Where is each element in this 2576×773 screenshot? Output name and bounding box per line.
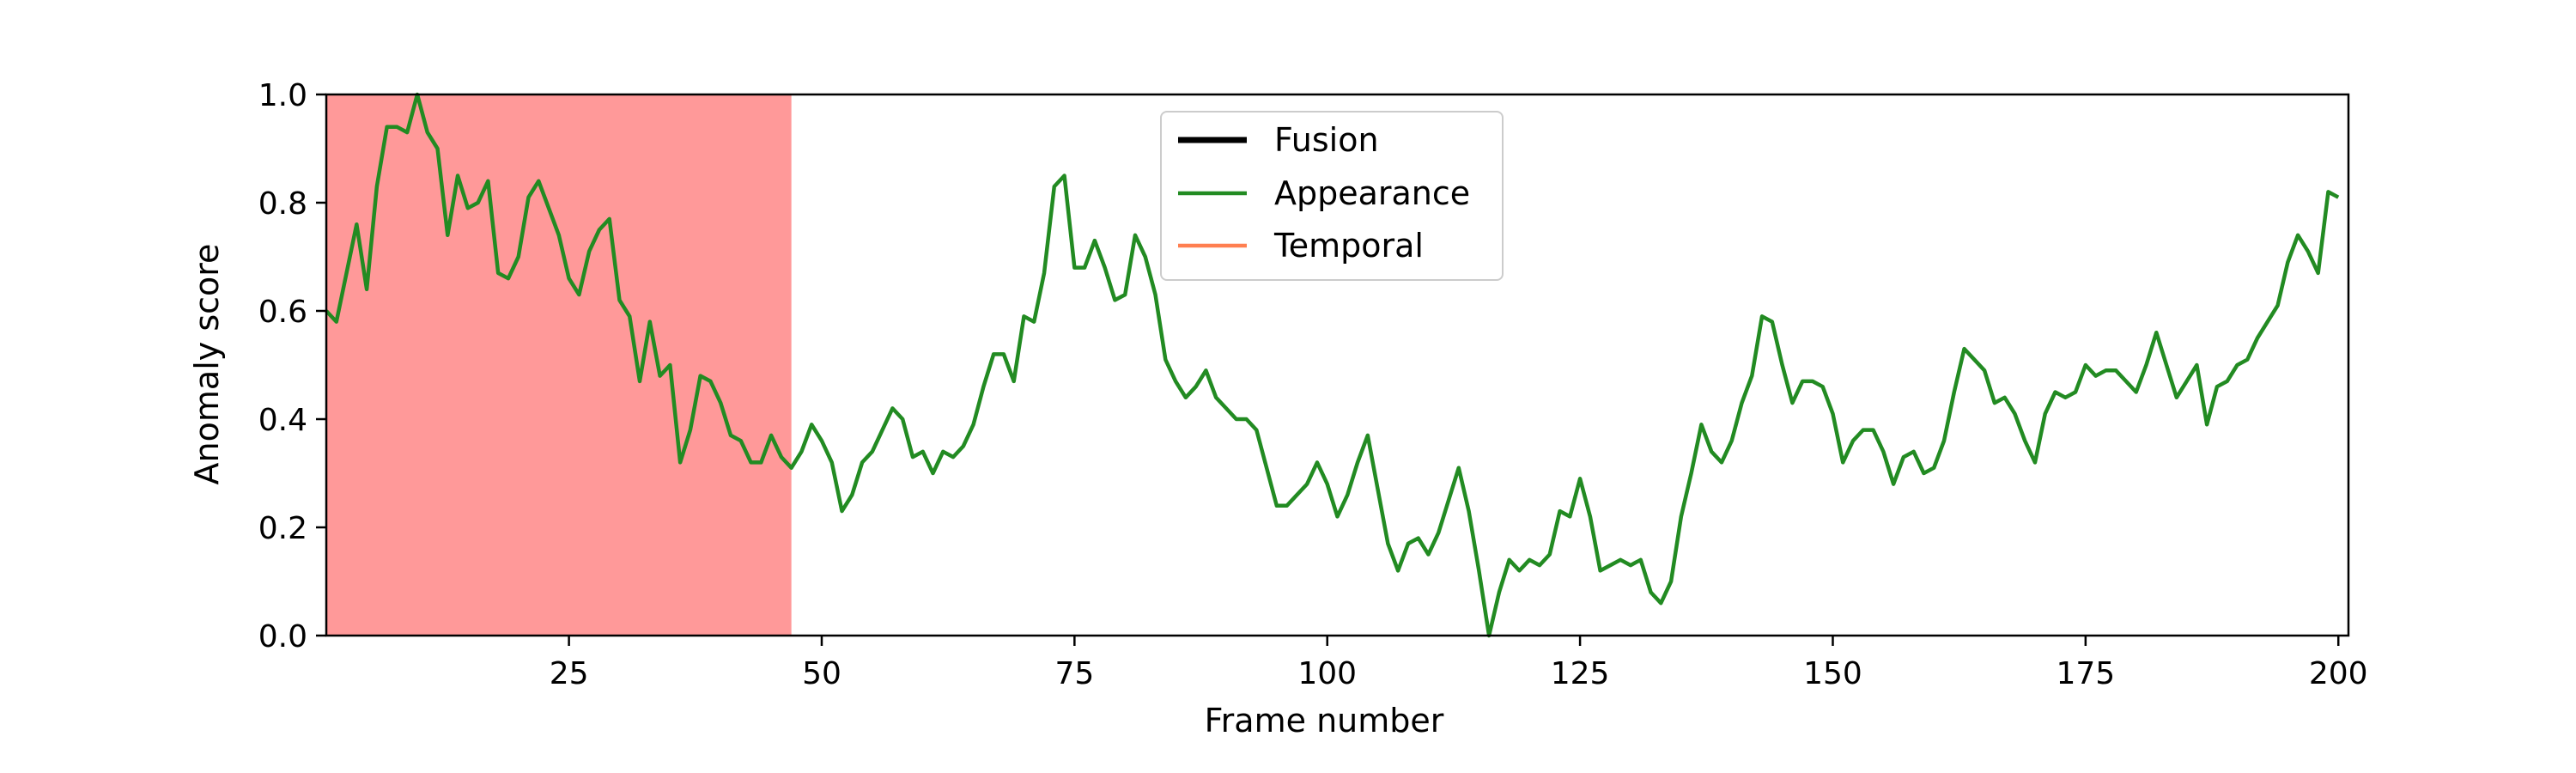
x-tick-label: 100 — [1297, 656, 1357, 691]
x-axis-title: Frame number — [1205, 702, 1444, 740]
x-tick-label: 125 — [1551, 656, 1610, 691]
y-tick-label: 0.4 — [258, 403, 307, 438]
y-tick-label: 0.6 — [258, 295, 307, 330]
anomaly-region — [326, 94, 792, 636]
x-tick-label: 25 — [550, 656, 589, 691]
y-tick-label: 1.0 — [258, 78, 307, 113]
y-axis-ticks: 0.0 0.2 0.4 0.6 0.8 1.0 — [258, 78, 326, 654]
legend-box — [1160, 111, 1504, 281]
y-tick-label: 0.8 — [258, 186, 307, 222]
series-layer — [325, 92, 2340, 638]
x-tick-label: 150 — [1803, 656, 1862, 691]
x-tick-label: 50 — [802, 656, 841, 691]
x-tick-label: 200 — [2309, 656, 2368, 691]
x-axis-ticks: 25 50 75 100 125 150 175 200 — [550, 636, 2368, 691]
y-tick-label: 0.0 — [258, 619, 307, 654]
y-axis-title: Anomaly score — [188, 244, 226, 485]
x-tick-label: 75 — [1054, 656, 1094, 691]
plot-frame — [325, 93, 2350, 637]
series-line-appearance — [325, 92, 2340, 638]
legend-label-temporal: Temporal — [1273, 227, 1424, 265]
legend: Fusion Appearance Temporal — [1160, 111, 1504, 281]
legend-label-appearance: Appearance — [1274, 174, 1470, 212]
y-tick-label: 0.2 — [258, 511, 307, 546]
x-tick-label: 175 — [2056, 656, 2115, 691]
legend-label-fusion: Fusion — [1274, 121, 1379, 159]
